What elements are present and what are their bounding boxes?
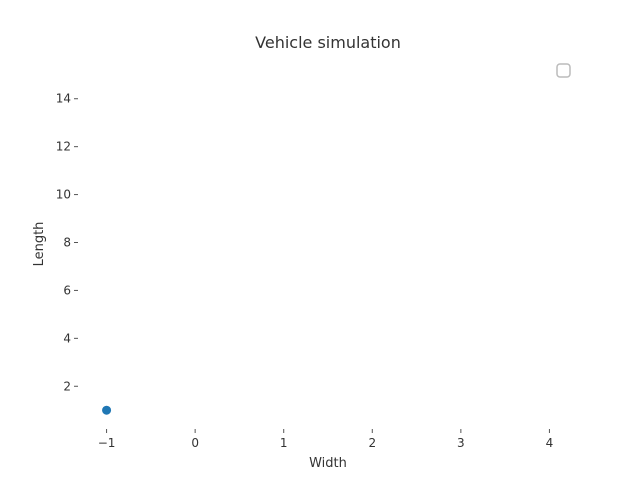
y-tick-label: 4 (63, 331, 71, 345)
chart-title: Vehicle simulation (255, 33, 401, 52)
x-tick-label: 2 (368, 436, 376, 450)
y-tick-label: 6 (63, 283, 71, 297)
y-tick-label: 14 (56, 92, 71, 106)
y-axis-label: Length (32, 222, 47, 267)
x-tick-label: 0 (191, 436, 199, 450)
legend-box[interactable] (556, 63, 571, 78)
y-axis: 2 4 6 8 10 12 14 (56, 92, 78, 393)
y-tick-label: 8 (63, 236, 71, 250)
y-tick-label: 2 (63, 379, 71, 393)
data-points (102, 405, 112, 415)
x-axis: −1 0 1 2 3 4 (98, 429, 554, 450)
x-axis-label: Width (309, 456, 347, 471)
x-tick-label: 4 (546, 436, 554, 450)
data-point (102, 405, 112, 415)
x-tick-label: 1 (280, 436, 288, 450)
x-tick-label: −1 (98, 436, 116, 450)
x-tick-label: 3 (457, 436, 465, 450)
y-tick-label: 10 (56, 188, 71, 202)
y-tick-label: 12 (56, 140, 71, 154)
